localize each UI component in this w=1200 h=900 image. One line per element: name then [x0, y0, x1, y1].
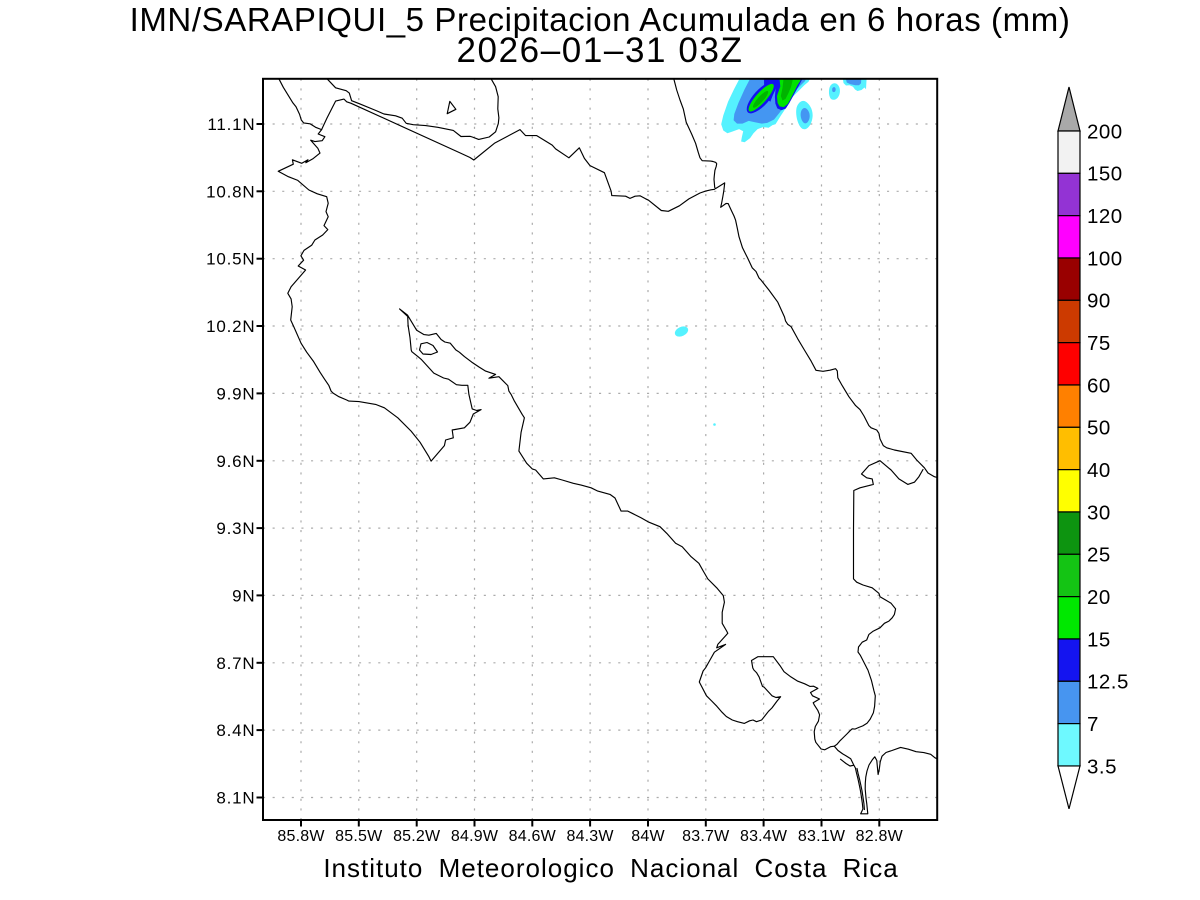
- svg-text:15: 15: [1087, 628, 1111, 651]
- svg-text:83.1W: 83.1W: [798, 828, 846, 845]
- svg-text:200: 200: [1087, 120, 1123, 143]
- svg-text:84.9W: 84.9W: [451, 828, 499, 845]
- svg-text:10.8N: 10.8N: [206, 182, 255, 201]
- svg-text:9N: 9N: [232, 586, 255, 605]
- svg-text:11.1N: 11.1N: [207, 115, 255, 134]
- svg-text:90: 90: [1087, 290, 1111, 313]
- svg-text:Instituto Meteorologico Nacion: Instituto Meteorologico Nacional Costa R…: [323, 853, 898, 883]
- svg-text:9.3N: 9.3N: [216, 519, 255, 538]
- svg-text:83.4W: 83.4W: [740, 828, 788, 845]
- svg-text:150: 150: [1087, 163, 1123, 186]
- svg-text:120: 120: [1087, 205, 1123, 228]
- svg-text:2026–01–31 03Z: 2026–01–31 03Z: [456, 31, 743, 70]
- svg-text:3.5: 3.5: [1087, 755, 1117, 778]
- svg-text:83.7W: 83.7W: [682, 828, 730, 845]
- svg-text:85.8W: 85.8W: [277, 828, 325, 845]
- svg-text:IMN/SARAPIQUI_5 Precipitacion: IMN/SARAPIQUI_5 Precipitacion Acumulada …: [130, 1, 1071, 38]
- svg-text:12.5: 12.5: [1087, 671, 1129, 694]
- svg-text:7: 7: [1087, 713, 1099, 736]
- svg-text:8.7N: 8.7N: [216, 654, 255, 673]
- svg-text:85.5W: 85.5W: [335, 828, 383, 845]
- svg-text:75: 75: [1087, 332, 1111, 355]
- svg-text:10.5N: 10.5N: [206, 250, 255, 269]
- svg-text:84.6W: 84.6W: [509, 828, 557, 845]
- svg-text:60: 60: [1087, 374, 1111, 397]
- svg-text:100: 100: [1087, 247, 1123, 270]
- svg-text:85.2W: 85.2W: [393, 828, 441, 845]
- svg-text:25: 25: [1087, 544, 1111, 567]
- svg-text:84.3W: 84.3W: [566, 828, 614, 845]
- svg-text:30: 30: [1087, 501, 1111, 524]
- svg-text:10.2N: 10.2N: [206, 317, 255, 336]
- svg-text:82.8W: 82.8W: [856, 828, 904, 845]
- svg-text:8.4N: 8.4N: [216, 721, 255, 740]
- svg-text:40: 40: [1087, 459, 1111, 482]
- svg-text:8.1N: 8.1N: [216, 789, 255, 808]
- svg-text:20: 20: [1087, 586, 1111, 609]
- svg-text:84W: 84W: [631, 828, 665, 845]
- svg-text:50: 50: [1087, 417, 1111, 440]
- svg-text:9.9N: 9.9N: [216, 384, 255, 403]
- svg-text:9.6N: 9.6N: [216, 452, 255, 471]
